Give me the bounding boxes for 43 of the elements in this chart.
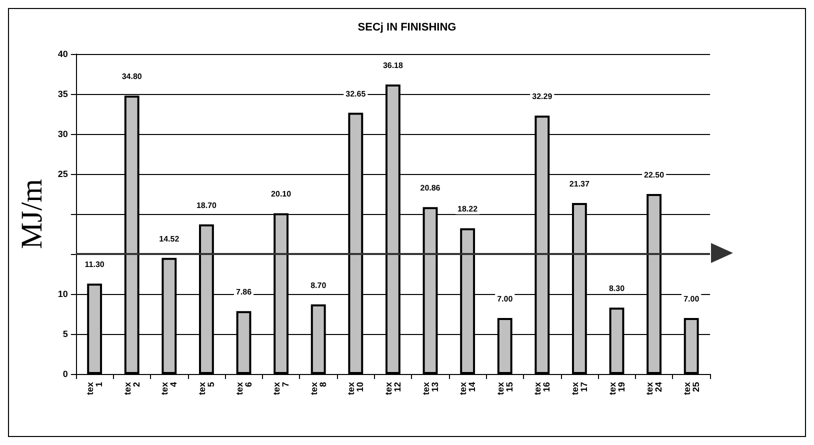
x-tick-label: tex 5 bbox=[196, 382, 216, 396]
y-tick-label: 0 bbox=[62, 369, 68, 379]
chart-title: SECj IN FINISHING bbox=[358, 22, 456, 34]
x-tick-label: tex 1 bbox=[85, 382, 104, 396]
x-tick-label: tex 19 bbox=[607, 382, 626, 396]
data-label: 7.00 bbox=[684, 294, 700, 304]
x-tick-label: tex 12 bbox=[383, 382, 402, 396]
data-label: 8.70 bbox=[310, 280, 327, 290]
x-tick-label: tex 14 bbox=[458, 382, 478, 396]
x-tick-label: tex 15 bbox=[495, 382, 514, 396]
x-tick-label: tex 16 bbox=[532, 382, 552, 396]
data-label: 11.30 bbox=[84, 260, 105, 270]
data-label: 18.22 bbox=[458, 204, 478, 214]
data-label: 20.10 bbox=[271, 190, 292, 199]
data-label: 32.29 bbox=[532, 92, 553, 102]
x-tick-label: tex 4 bbox=[160, 382, 179, 396]
y-tick-label: 40 bbox=[58, 49, 68, 59]
y-tick-label: 5 bbox=[62, 329, 68, 339]
y-axis-title: MJ/m bbox=[16, 178, 48, 250]
data-label: 14.52 bbox=[159, 234, 180, 244]
data-label: 7.00 bbox=[497, 294, 514, 304]
x-tick-label: tex 8 bbox=[308, 382, 328, 396]
y-tick-label: 10 bbox=[58, 289, 68, 299]
y-tick-label: 35 bbox=[58, 89, 68, 99]
y-tick-label: 25 bbox=[58, 169, 68, 179]
y-tick-label: 30 bbox=[58, 129, 68, 139]
data-label: 22.50 bbox=[644, 170, 665, 180]
data-label: 34.80 bbox=[122, 72, 142, 82]
data-label: 21.37 bbox=[569, 180, 590, 189]
data-label: 8.30 bbox=[608, 284, 626, 294]
x-tick-label: tex 13 bbox=[420, 382, 440, 396]
x-tick-label: tex 10 bbox=[346, 382, 366, 396]
x-tick-label: tex 2 bbox=[122, 382, 142, 396]
x-tick-label: tex 25 bbox=[682, 382, 701, 396]
data-label: 18.70 bbox=[196, 200, 218, 210]
data-label: 20.86 bbox=[420, 184, 441, 193]
x-tick-label: tex 24 bbox=[644, 382, 664, 396]
x-tick-label: tex 6 bbox=[234, 382, 254, 396]
x-tick-label: tex 17 bbox=[570, 382, 589, 396]
data-label: 7.86 bbox=[236, 288, 252, 297]
x-tick-label: tex 7 bbox=[272, 382, 291, 396]
data-label: 36.18 bbox=[382, 61, 404, 70]
data-label: 32.65 bbox=[346, 89, 366, 98]
